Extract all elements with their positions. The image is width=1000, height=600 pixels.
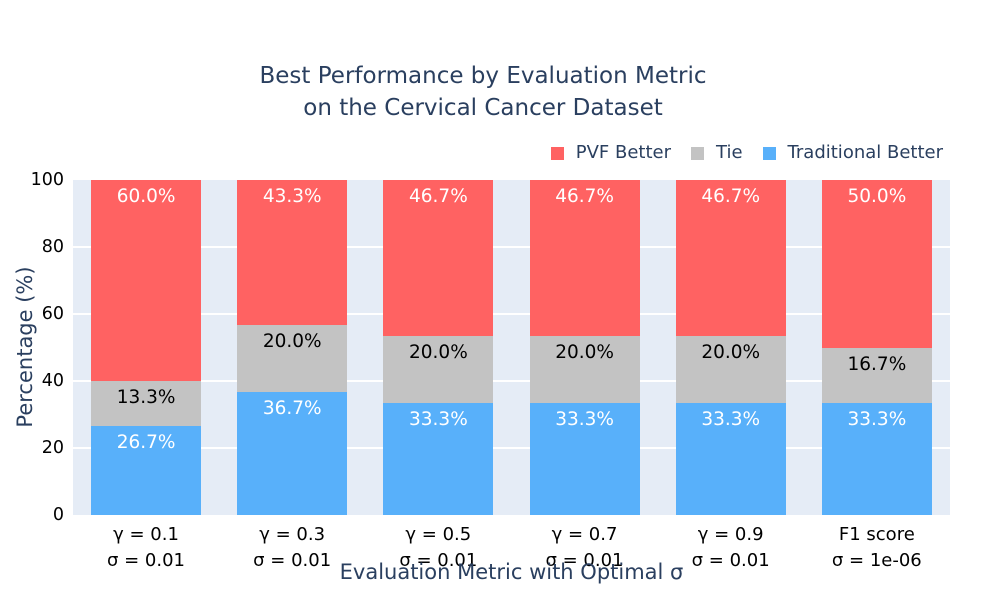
legend-label: Tie — [716, 142, 743, 163]
segment-label-tie: 13.3% — [116, 387, 176, 409]
bar-segment-traditional-better: 36.7% — [237, 392, 348, 515]
x-tick-line: F1 score — [838, 524, 915, 545]
bar-segment-traditional-better: 33.3% — [383, 403, 494, 515]
grid-line-60 — [73, 313, 950, 315]
bar-segment-traditional-better: 33.3% — [675, 403, 786, 515]
x-tick-label--0-3: γ = 0.3 σ = 0.01 — [219, 522, 365, 574]
x-tick-line: γ = 0.5 — [405, 524, 472, 545]
segment-label-tie: 16.7% — [847, 353, 907, 375]
legend-label: Traditional Better — [787, 142, 943, 163]
x-tick-line: γ = 0.7 — [551, 524, 618, 545]
bar-segment-traditional-better: 26.7% — [91, 425, 202, 515]
x-tick-label--0-1: γ = 0.1 σ = 0.01 — [73, 522, 219, 574]
legend-item-tie[interactable]: Tie — [691, 144, 743, 162]
x-tick-label--0-9: γ = 0.9 σ = 0.01 — [658, 522, 804, 574]
x-tick-line: σ = 0.01 — [545, 550, 624, 571]
bar-segment-pvf-better: 46.7% — [529, 180, 640, 337]
x-tick-line: γ = 0.1 — [113, 524, 179, 545]
bar-segment-pvf-better: 46.7% — [675, 180, 786, 337]
grid-line-80 — [73, 246, 950, 248]
y-tick-label-60: 60 — [41, 303, 64, 324]
y-tick-label-100: 100 — [30, 169, 64, 190]
bar--0-7: 33.3% 20.0% 46.7% — [529, 180, 640, 515]
y-tick-label-80: 80 — [41, 236, 64, 257]
x-tick-label--0-7: γ = 0.7 σ = 0.01 — [512, 522, 658, 574]
x-axis-title: Evaluation Metric with Optimal σ — [339, 560, 684, 584]
segment-label-traditional-better: 33.3% — [555, 409, 614, 431]
x-tick-label--0-5: γ = 0.5 σ = 0.01 — [365, 522, 511, 574]
bar-segment-tie: 20.0% — [383, 336, 494, 404]
segment-label-traditional-better: 26.7% — [116, 431, 176, 453]
segment-label-pvf-better: 46.7% — [701, 186, 761, 208]
bar-segment-tie: 16.7% — [821, 347, 932, 404]
bar-segment-pvf-better: 46.7% — [383, 180, 494, 337]
grid-line-40 — [73, 380, 950, 382]
chart-title: Best Performance by Evaluation Metric on… — [0, 60, 966, 124]
segment-label-tie: 20.0% — [262, 331, 322, 353]
segment-label-traditional-better: 33.3% — [409, 409, 468, 431]
bar--0-1: 26.7% 13.3% 60.0% — [91, 180, 202, 515]
grid-line-20 — [73, 447, 950, 449]
legend-swatch-traditional-better — [762, 146, 776, 160]
x-tick-line: γ = 0.9 — [697, 524, 764, 545]
segment-label-pvf-better: 60.0% — [116, 186, 176, 208]
segment-label-pvf-better: 46.7% — [555, 186, 614, 208]
x-tick-line: σ = 0.01 — [691, 550, 770, 571]
segment-label-traditional-better: 36.7% — [262, 398, 322, 420]
legend-swatch-tie — [691, 146, 705, 160]
legend-label: PVF Better — [575, 142, 672, 163]
bar-segment-pvf-better: 60.0% — [91, 180, 202, 382]
x-tick-line: σ = 1e-06 — [831, 550, 922, 571]
segment-label-pvf-better: 43.3% — [262, 186, 322, 208]
bar-segment-traditional-better: 33.3% — [821, 403, 932, 515]
segment-label-pvf-better: 46.7% — [409, 186, 468, 208]
y-tick-label-20: 20 — [41, 437, 64, 458]
bar-segment-pvf-better: 43.3% — [237, 180, 348, 326]
segment-label-pvf-better: 50.0% — [847, 186, 907, 208]
x-tick-line: σ = 0.01 — [106, 550, 185, 571]
legend-item-traditional-better[interactable]: Traditional Better — [762, 142, 943, 163]
chart-title-line-2: on the Cervical Cancer Dataset — [303, 95, 663, 121]
bar--0-9: 33.3% 20.0% 46.7% — [675, 180, 786, 515]
chart-title-line-1: Best Performance by Evaluation Metric — [259, 63, 707, 89]
bar-segment-tie: 20.0% — [237, 325, 348, 393]
x-tick-line: σ = 0.01 — [253, 550, 332, 571]
bar--0-3: 36.7% 20.0% 43.3% — [237, 180, 348, 515]
segment-label-tie: 20.0% — [555, 342, 614, 364]
bar-segment-tie: 20.0% — [675, 336, 786, 404]
segment-label-traditional-better: 33.3% — [701, 409, 761, 431]
segment-label-tie: 20.0% — [701, 342, 761, 364]
segment-label-traditional-better: 33.3% — [847, 409, 907, 431]
legend-swatch-pvf-better — [550, 146, 564, 160]
plot-area: 26.7% 13.3% 60.0% 36.7% 20.0% 43.3% 33.3% 20.0%… — [73, 180, 950, 515]
segment-label-tie: 20.0% — [409, 342, 468, 364]
y-axis-title: Percentage (%) — [13, 266, 37, 428]
legend-item-pvf-better[interactable]: PVF Better — [550, 142, 672, 163]
y-tick-label-0: 0 — [52, 504, 64, 525]
bar-segment-pvf-better: 50.0% — [821, 180, 932, 348]
bar-segment-traditional-better: 33.3% — [529, 403, 640, 515]
x-tick-line: γ = 0.3 — [259, 524, 326, 545]
y-tick-label-40: 40 — [41, 370, 64, 391]
bar--0-5: 33.3% 20.0% 46.7% — [383, 180, 494, 515]
x-tick-label-f1-score: F1 score σ = 1e-06 — [804, 522, 950, 574]
bar-f1-score: 33.3% 16.7% 50.0% — [821, 180, 932, 515]
x-tick-line: σ = 0.01 — [399, 550, 478, 571]
legend: PVF Better Tie Traditional Better — [550, 142, 943, 163]
bar-segment-tie: 20.0% — [529, 336, 640, 404]
bar-segment-tie: 13.3% — [91, 381, 202, 426]
